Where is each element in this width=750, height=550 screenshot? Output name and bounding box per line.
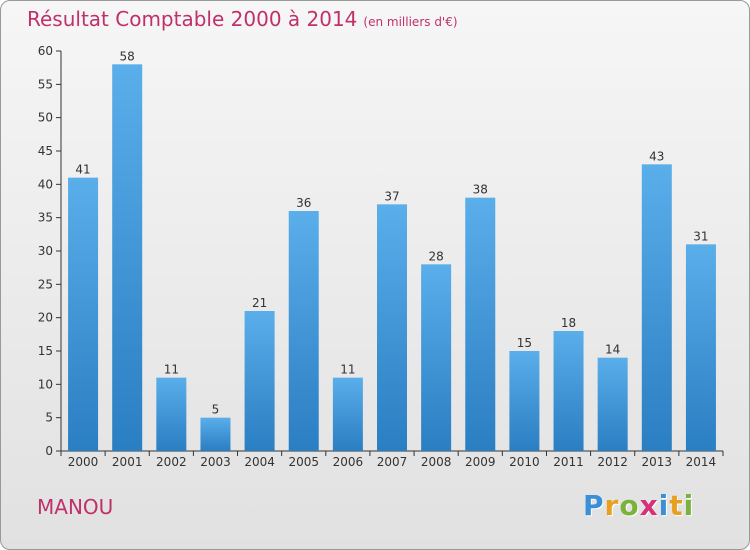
x-tick-label: 2008 bbox=[421, 455, 452, 469]
data-label: 15 bbox=[517, 336, 532, 350]
y-tick-label: 20 bbox=[38, 311, 53, 325]
bar bbox=[685, 244, 716, 451]
logo-letter: r bbox=[604, 489, 620, 522]
bar bbox=[597, 357, 628, 451]
data-label: 38 bbox=[473, 183, 488, 197]
data-label: 43 bbox=[649, 149, 664, 163]
y-tick-label: 10 bbox=[38, 377, 53, 391]
bar bbox=[288, 211, 319, 451]
chart-title: Résultat Comptable 2000 à 2014 (en millie… bbox=[27, 7, 458, 31]
bar bbox=[112, 64, 143, 452]
data-label: 21 bbox=[252, 296, 267, 310]
y-tick-label: 50 bbox=[38, 111, 53, 125]
x-tick-label: 2012 bbox=[597, 455, 628, 469]
data-label: 28 bbox=[428, 249, 443, 263]
bar bbox=[553, 331, 584, 451]
data-label: 37 bbox=[384, 189, 399, 203]
x-tick-label: 2013 bbox=[642, 455, 673, 469]
y-tick-label: 35 bbox=[38, 211, 53, 225]
bar bbox=[156, 377, 187, 451]
x-tick-label: 2014 bbox=[686, 455, 717, 469]
x-tick-label: 2004 bbox=[244, 455, 275, 469]
data-label: 5 bbox=[212, 403, 220, 417]
bar bbox=[509, 351, 540, 451]
proxiti-logo: Proxiti bbox=[583, 489, 694, 522]
data-label: 41 bbox=[75, 163, 90, 177]
x-tick-label: 2002 bbox=[156, 455, 187, 469]
bar bbox=[332, 377, 363, 451]
logo-letter: o bbox=[619, 489, 640, 522]
chart-title-text: Résultat Comptable 2000 à 2014 bbox=[27, 7, 358, 31]
y-tick-label: 60 bbox=[38, 44, 53, 58]
x-tick-label: 2005 bbox=[288, 455, 319, 469]
x-tick-label: 2011 bbox=[553, 455, 584, 469]
x-tick-label: 2007 bbox=[377, 455, 408, 469]
logo-letter: i bbox=[658, 489, 670, 522]
bar bbox=[641, 164, 672, 452]
bar bbox=[244, 311, 275, 451]
y-tick-label: 40 bbox=[38, 177, 53, 191]
x-tick-label: 2006 bbox=[333, 455, 364, 469]
data-label: 18 bbox=[561, 316, 576, 330]
data-label: 36 bbox=[296, 196, 311, 210]
data-label: 11 bbox=[340, 363, 355, 377]
bar bbox=[377, 204, 407, 451]
commune-name: MANOU bbox=[37, 495, 114, 519]
data-label: 11 bbox=[164, 363, 179, 377]
y-tick-label: 25 bbox=[38, 277, 53, 291]
bar bbox=[200, 417, 231, 451]
data-label: 14 bbox=[605, 343, 620, 357]
y-tick-label: 45 bbox=[38, 144, 53, 158]
y-tick-label: 0 bbox=[45, 444, 53, 458]
y-tick-label: 15 bbox=[38, 344, 53, 358]
x-tick-label: 2003 bbox=[200, 455, 231, 469]
y-tick-label: 55 bbox=[38, 77, 53, 91]
bar bbox=[421, 264, 452, 451]
logo-letter: t bbox=[669, 489, 684, 522]
data-label: 58 bbox=[120, 49, 135, 63]
chart-unit: (en milliers d'€) bbox=[363, 15, 458, 29]
logo-letter: i bbox=[683, 489, 695, 522]
x-tick-label: 2001 bbox=[112, 455, 143, 469]
x-tick-label: 2009 bbox=[465, 455, 496, 469]
bar bbox=[68, 177, 99, 451]
logo-letter: P bbox=[583, 489, 605, 522]
bar bbox=[465, 197, 496, 451]
y-tick-label: 30 bbox=[38, 244, 53, 258]
x-tick-label: 2010 bbox=[509, 455, 540, 469]
x-tick-label: 2000 bbox=[68, 455, 99, 469]
y-tick-label: 5 bbox=[45, 411, 53, 425]
data-label: 31 bbox=[693, 229, 708, 243]
logo-letter: x bbox=[639, 489, 659, 522]
